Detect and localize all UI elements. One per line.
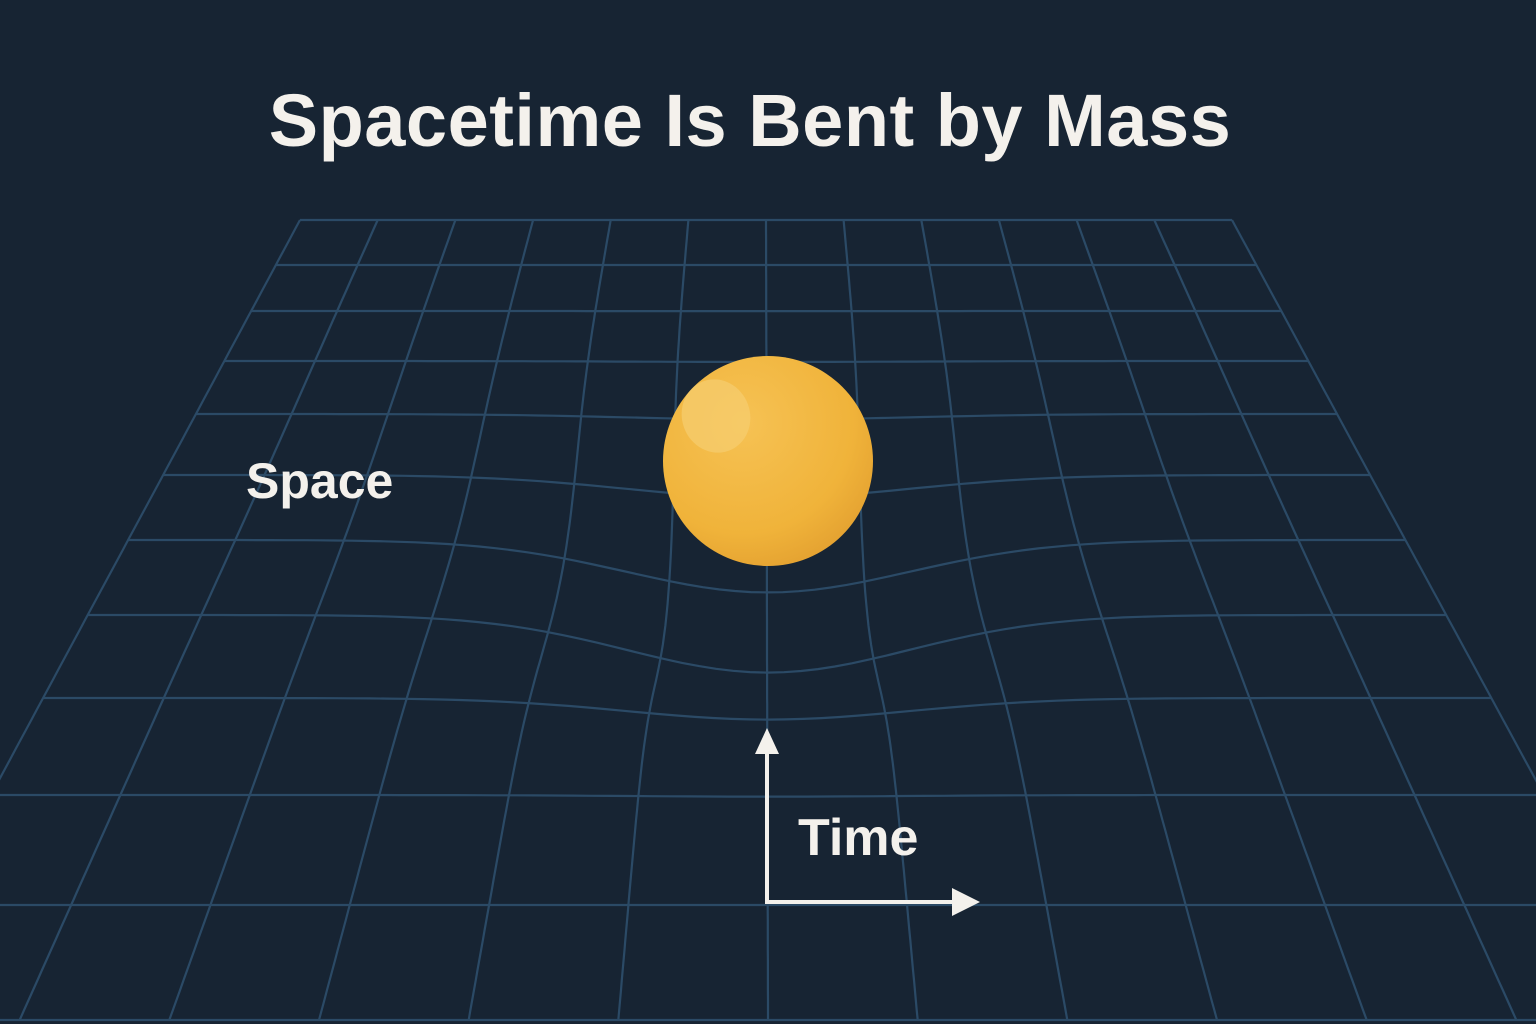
grid-line-vertical: [920, 219, 1069, 1021]
grid-line-vertical: [168, 219, 457, 1021]
time-label: Time: [798, 809, 919, 867]
diagram-title: Spacetime Is Bent by Mass: [268, 79, 1232, 162]
grid-line-vertical: [1075, 219, 1368, 1021]
time-axes-icon: [755, 728, 980, 916]
grid-line-vertical: [617, 219, 690, 1021]
grid-line-vertical: [1231, 219, 1536, 783]
grid-line-vertical: [997, 219, 1219, 1021]
grid-line-vertical: [317, 219, 535, 1021]
spacetime-grid: [0, 218, 1536, 1022]
arrowhead-right: [952, 888, 980, 916]
grid-line-vertical: [18, 219, 379, 1021]
grid-line-vertical: [842, 219, 919, 1021]
grid-line-vertical: [0, 219, 301, 781]
space-label: Space: [246, 453, 394, 509]
arrowhead-up: [755, 728, 779, 754]
grid-line-vertical: [467, 219, 612, 1021]
axes-lines: [765, 752, 960, 904]
mass-sphere: [663, 356, 873, 567]
mass-sphere-highlight: [681, 379, 751, 453]
grid-line-vertical: [1153, 219, 1518, 1021]
